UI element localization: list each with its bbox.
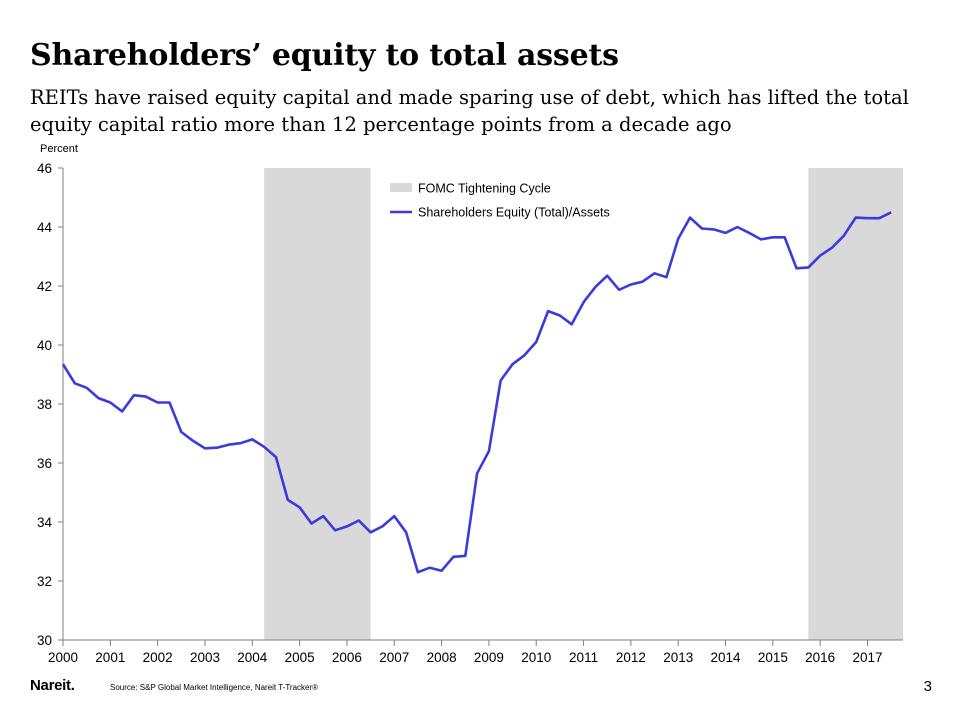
x-tick-label: 2017 bbox=[852, 650, 882, 665]
x-tick-label: 2004 bbox=[237, 650, 268, 665]
x-tick-label: 2002 bbox=[143, 650, 173, 665]
x-tick-label: 2001 bbox=[95, 650, 125, 665]
y-tick-label: 46 bbox=[37, 161, 52, 176]
axes: 30 32 34 36 38 40 42 44 46 Percent 2000 2001 2002 200… bbox=[37, 143, 903, 665]
y-tick-label: 36 bbox=[37, 456, 52, 471]
y-tick-label: 38 bbox=[37, 397, 52, 412]
x-tick-label: 2012 bbox=[616, 650, 646, 665]
x-tick-label: 2006 bbox=[332, 650, 362, 665]
x-tick-label: 2003 bbox=[190, 650, 220, 665]
x-tick-label: 2005 bbox=[285, 650, 315, 665]
y-tick-label: 34 bbox=[37, 515, 53, 530]
page-title: Shareholders’ equity to total assets bbox=[30, 38, 619, 73]
nareit-logo: Nareit. bbox=[30, 677, 75, 694]
page-subtitle: REITs have raised equity capital and mad… bbox=[30, 86, 909, 136]
x-tick-label: 2011 bbox=[569, 650, 598, 665]
y-tick-label: 30 bbox=[37, 633, 52, 648]
y-tick-label: 32 bbox=[37, 574, 52, 589]
page-number: 3 bbox=[923, 678, 932, 695]
x-tick-label: 2014 bbox=[711, 650, 742, 665]
x-tick-label: 2016 bbox=[805, 650, 835, 665]
series-lines bbox=[61, 211, 892, 574]
shaded-periods bbox=[264, 168, 903, 640]
x-tick-label: 2000 bbox=[48, 650, 78, 665]
legend-label: FOMC Tightening Cycle bbox=[418, 182, 551, 196]
series-line-equity-to-assets bbox=[61, 211, 892, 574]
source-note: Source: S&P Global Market Intelligence, … bbox=[110, 683, 319, 692]
y-tick-label: 44 bbox=[37, 220, 53, 235]
x-tick-label: 2007 bbox=[379, 650, 409, 665]
x-tick-label: 2009 bbox=[474, 650, 504, 665]
x-tick-label: 2010 bbox=[521, 650, 551, 665]
legend: FOMC Tightening Cycle Shareholders Equity… bbox=[390, 182, 610, 220]
x-tick-label: 2015 bbox=[758, 650, 788, 665]
y-tick-label: 40 bbox=[37, 338, 52, 353]
legend-swatch-fomc bbox=[390, 183, 412, 192]
fomc-shade-2 bbox=[808, 168, 903, 640]
y-axis-unit-label: Percent bbox=[40, 143, 78, 155]
y-tick-label: 42 bbox=[37, 279, 52, 294]
x-tick-label: 2008 bbox=[427, 650, 457, 665]
fomc-shade-1 bbox=[264, 168, 371, 640]
legend-label: Shareholders Equity (Total)/Assets bbox=[418, 206, 610, 220]
x-tick-label: 2013 bbox=[663, 650, 693, 665]
